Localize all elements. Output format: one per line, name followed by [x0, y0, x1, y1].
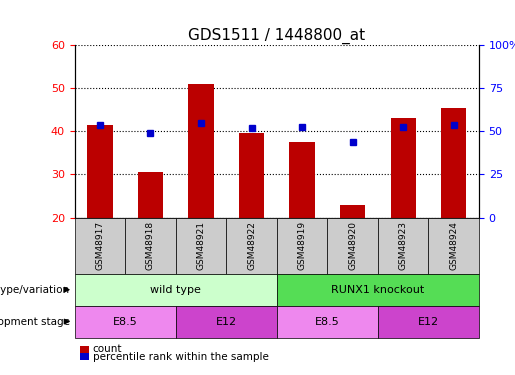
Text: GSM48920: GSM48920 — [348, 221, 357, 270]
Text: genotype/variation: genotype/variation — [0, 285, 70, 295]
Text: GSM48922: GSM48922 — [247, 221, 256, 270]
Bar — [239, 134, 264, 218]
Bar — [188, 84, 214, 218]
Text: count: count — [93, 344, 122, 354]
Text: E8.5: E8.5 — [113, 316, 138, 327]
Bar — [441, 108, 466, 218]
Text: GSM48919: GSM48919 — [298, 221, 306, 270]
Text: percentile rank within the sample: percentile rank within the sample — [93, 352, 269, 362]
Bar — [390, 118, 416, 218]
Text: RUNX1 knockout: RUNX1 knockout — [331, 285, 424, 295]
Text: GSM48918: GSM48918 — [146, 221, 155, 270]
Text: GSM48921: GSM48921 — [197, 221, 205, 270]
Text: E12: E12 — [216, 316, 237, 327]
Text: GSM48923: GSM48923 — [399, 221, 408, 270]
Bar — [88, 125, 113, 217]
Text: E12: E12 — [418, 316, 439, 327]
Text: GSM48917: GSM48917 — [95, 221, 105, 270]
Text: E8.5: E8.5 — [315, 316, 340, 327]
Text: GSM48924: GSM48924 — [449, 221, 458, 270]
Bar — [340, 205, 365, 218]
Text: development stage: development stage — [0, 316, 70, 327]
Text: wild type: wild type — [150, 285, 201, 295]
Bar — [289, 142, 315, 218]
Title: GDS1511 / 1448800_at: GDS1511 / 1448800_at — [188, 27, 365, 44]
Bar — [138, 172, 163, 217]
